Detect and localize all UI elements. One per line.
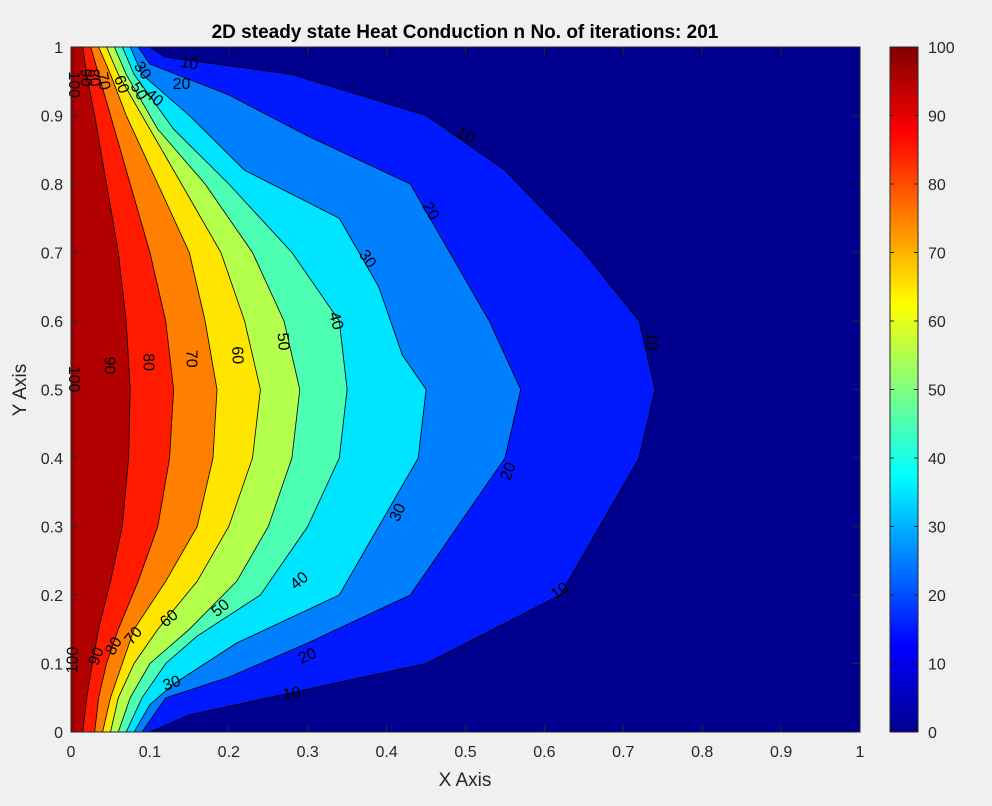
y-tick-label-1: 0.1 [41,657,63,674]
colorbar-tick-label-8: 80 [928,177,946,194]
contour-label-0: 10 [179,54,200,74]
y-tick-label-4: 0.4 [41,451,63,468]
y-tick-label-9: 0.9 [41,109,63,126]
contour-label-20: 10 [642,332,661,351]
x-tick-label-6: 0.6 [533,744,555,761]
contour-label-16: 70 [183,350,200,368]
contour-line-30 [129,46,427,733]
contour-label-6: 70 [93,71,113,92]
contour-lines [82,46,656,733]
y-axis-label: Y Axis [10,364,31,416]
contour-line-80 [90,46,175,733]
contour-line-70 [98,46,218,733]
y-tick-label-7: 0.7 [41,246,63,263]
x-tick-label-10: 1 [856,744,865,761]
x-tick-label-2: 0.2 [218,744,240,761]
contour-label-1: 20 [173,76,191,93]
colorbar-tick-label-1: 10 [928,657,946,674]
contour-label-29: 100 [64,646,82,673]
colorbar-tick-label-6: 60 [928,314,946,331]
contour-label-31: 20 [296,645,319,668]
x-tick-label-5: 0.5 [454,744,476,761]
contour-line-90 [82,46,131,733]
y-tick-label-10: 1 [54,40,63,57]
contour-label-7: 80 [84,68,103,87]
colorbar-tick-label-0: 0 [928,725,937,742]
contour-label-28: 90 [86,645,108,668]
x-tick-label-1: 0.1 [139,744,161,761]
contour-label-17: 80 [139,353,156,371]
colorbar-tick-label-10: 100 [928,40,955,57]
contour-label-18: 90 [101,357,118,375]
contour-line-10 [149,46,656,733]
contour-bands [71,47,655,732]
colorbar: 0 10 20 30 40 50 60 70 80 90 100 [889,40,955,742]
contour-label-32: 30 [161,673,184,695]
contour-label-8: 90 [77,69,95,87]
contour-label-14: 50 [274,332,293,351]
colorbar-tick-label-9: 90 [928,109,946,126]
contour-label-19: 100 [65,366,82,393]
x-tick-label-7: 0.7 [612,744,634,761]
contour-label-10: 10 [454,124,478,148]
contour-label-33: 10 [282,684,303,704]
y-tick-label-5: 0.5 [41,383,63,400]
y-tick-label-8: 0.8 [41,177,63,194]
x-tick-label-4: 0.4 [375,744,397,761]
colorbar-tick-label-4: 40 [928,451,946,468]
contour-label-5: 60 [110,73,132,96]
x-axis-ticks: 0 0.1 0.2 0.3 0.4 0.5 0.6 0.7 0.8 0.9 1 [67,47,865,761]
contour-line-20 [137,46,522,733]
plot-area: 1020304050607080901001020304050607080901… [64,46,861,733]
y-tick-label-6: 0.6 [41,314,63,331]
x-tick-label-0: 0 [67,744,76,761]
contour-label-27: 80 [102,634,126,658]
contour-label-22: 30 [387,501,410,524]
y-tick-label-0: 0 [54,725,63,742]
contour-band-90 [71,47,131,732]
x-tick-label-3: 0.3 [297,744,319,761]
contour-label-15: 60 [228,346,246,364]
contour-line-60 [106,46,261,733]
x-axis-label: X Axis [439,770,492,791]
contour-label-4: 50 [127,79,151,103]
x-tick-label-9: 0.9 [770,744,792,761]
x-tick-label-8: 0.8 [691,744,713,761]
y-tick-label-2: 0.2 [41,588,63,605]
colorbar-tick-label-3: 30 [928,520,946,537]
chart-title: 2D steady state Heat Conduction n No. of… [212,22,719,43]
contour-line-40 [121,46,348,733]
colorbar-tick-label-2: 20 [928,588,946,605]
colorbar-tick-label-7: 70 [928,246,946,263]
contour-label-13: 40 [325,310,346,332]
contour-label-11: 20 [418,199,442,223]
contour-line-50 [114,46,301,733]
colorbar-ticks: 0 10 20 30 40 50 60 70 80 90 100 [890,40,955,742]
contour-label-9: 100 [65,71,82,98]
contour-label-21: 20 [498,460,520,483]
y-axis-ticks: 0 0.1 0.2 0.3 0.4 0.5 0.6 0.7 0.8 0.9 1 [41,40,860,742]
colorbar-tick-label-5: 50 [928,383,946,400]
y-tick-label-3: 0.3 [41,520,63,537]
colorbar-gradient [889,46,919,733]
